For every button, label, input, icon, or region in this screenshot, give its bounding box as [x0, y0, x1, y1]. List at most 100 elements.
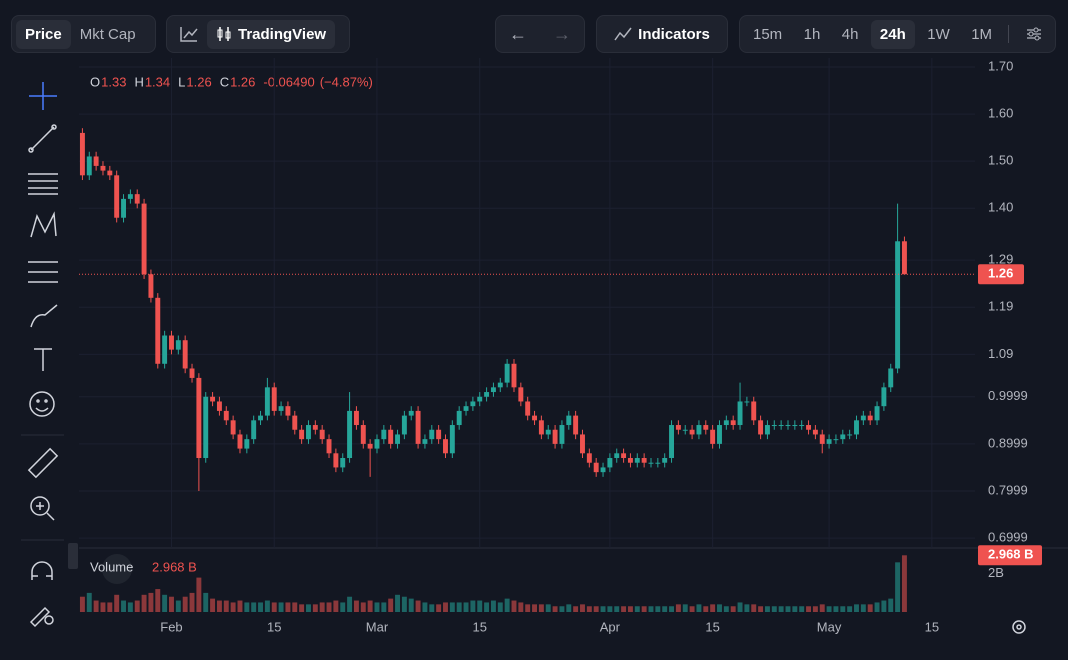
- volume-bar: [627, 606, 633, 612]
- y-tick-label: 1.29: [988, 252, 1013, 267]
- volume-bar: [182, 596, 188, 612]
- volume-bar: [114, 594, 120, 612]
- volume-bar: [826, 606, 832, 612]
- volume-bar: [874, 602, 880, 612]
- candle-body: [566, 415, 572, 426]
- volume-bar: [340, 602, 346, 612]
- settings[interactable]: [1017, 21, 1051, 47]
- candle-body: [806, 425, 812, 430]
- volume-bar: [703, 606, 709, 612]
- volume-bar: [518, 602, 524, 612]
- indicators-button[interactable]: Indicators: [605, 20, 719, 49]
- volume-box: [978, 545, 1042, 566]
- volume-bar: [532, 604, 538, 612]
- tab[interactable]: Price: [16, 19, 71, 49]
- volume-bar: [237, 600, 243, 612]
- volume-bar: [347, 596, 353, 612]
- volume-bar: [484, 602, 490, 612]
- line-chart-button[interactable]: [171, 20, 207, 48]
- candle-body: [881, 387, 887, 407]
- candle-body: [874, 406, 880, 421]
- volume-bar: [127, 602, 133, 612]
- volume-bar: [710, 604, 716, 612]
- interval[interactable]: 24h: [870, 19, 915, 49]
- volume-bar: [107, 602, 113, 612]
- volume-bar: [806, 606, 812, 612]
- candle-body: [278, 406, 284, 411]
- candle-body: [340, 458, 346, 468]
- collapse-button[interactable]: [68, 543, 78, 569]
- volume-bar: [326, 602, 332, 612]
- candle-body: [79, 132, 85, 176]
- candle-body: [196, 377, 202, 459]
- candle-body: [662, 458, 668, 463]
- volume-bar: [751, 604, 757, 612]
- interval[interactable]: 1M: [971, 25, 993, 43]
- redo[interactable]: →: [553, 23, 571, 44]
- volume-bar: [292, 602, 298, 612]
- y-tick-label: 0.9999: [988, 388, 1028, 403]
- volume-bar: [100, 602, 106, 612]
- volume-bar: [395, 594, 400, 612]
- volume-bar: [169, 596, 174, 612]
- ohlc-legend: O 1.33 H 1.34 L 1.26 C 1.26 -0.06490 (−4.87%): [90, 74, 373, 89]
- candle-body: [127, 194, 133, 199]
- candle-body: [100, 165, 106, 171]
- volume-bar: [381, 602, 387, 612]
- tab[interactable]: Mkt Cap: [79, 25, 136, 43]
- volume-bar: [511, 600, 517, 612]
- tradingview-tab[interactable]: TradingView: [207, 19, 336, 49]
- undo[interactable]: ←: [509, 23, 527, 44]
- candle-body: [456, 410, 462, 426]
- interval[interactable]: 1W: [927, 25, 950, 43]
- volume-bar: [189, 592, 195, 612]
- volume-bar: [93, 600, 99, 612]
- y-tick-label: 1.40: [988, 200, 1013, 215]
- indicators-group: Indicators: [596, 15, 728, 53]
- y-tick-label: 0.7999: [988, 482, 1028, 497]
- candle-body: [86, 156, 92, 176]
- interval[interactable]: 15m: [753, 25, 783, 43]
- volume-bar: [641, 606, 647, 612]
- candle-body: [429, 429, 435, 440]
- interval[interactable]: 4h: [841, 25, 859, 43]
- volume-bar: [634, 606, 640, 612]
- volume-bar: [141, 594, 147, 612]
- candle-body: [634, 458, 640, 463]
- volume-bar: [895, 562, 901, 612]
- candle-body: [326, 439, 332, 454]
- candle-body: [600, 467, 606, 473]
- candle-body: [470, 401, 476, 407]
- candle-body: [669, 425, 675, 459]
- candle-body: [696, 425, 702, 435]
- volume-bar: [175, 600, 181, 612]
- volume-bar: [360, 602, 366, 612]
- candle-body: [141, 203, 147, 275]
- drawing-tools[interactable]: [27, 124, 1026, 634]
- y-tick-label: 1.60: [988, 106, 1013, 121]
- volume-bar: [621, 606, 627, 612]
- candle-body: [230, 420, 236, 435]
- candle-body: [449, 425, 455, 454]
- volume-bar: [271, 602, 277, 612]
- candle-body: [333, 453, 339, 468]
- volume-bar: [758, 606, 764, 612]
- volume-bar: [155, 589, 161, 612]
- volume-bar: [162, 594, 168, 612]
- candle-body: [840, 434, 846, 440]
- y-tick-label: 0.8999: [988, 435, 1028, 450]
- volume-bar: [538, 604, 544, 612]
- chart-tabs: TradingView: [166, 15, 350, 53]
- interval[interactable]: 1h: [803, 25, 821, 43]
- volume-bar: [764, 606, 770, 612]
- candle-body: [401, 415, 407, 435]
- volume-bar: [134, 600, 140, 612]
- candle-body: [586, 453, 592, 463]
- volume-bar: [196, 577, 202, 612]
- candle-body: [607, 458, 613, 468]
- volume-bar: [210, 598, 216, 612]
- volume-bar: [559, 606, 565, 612]
- price-label: 1.26: [988, 266, 1013, 281]
- volume-bar: [477, 600, 483, 612]
- crosshair-tool[interactable]: [29, 82, 57, 110]
